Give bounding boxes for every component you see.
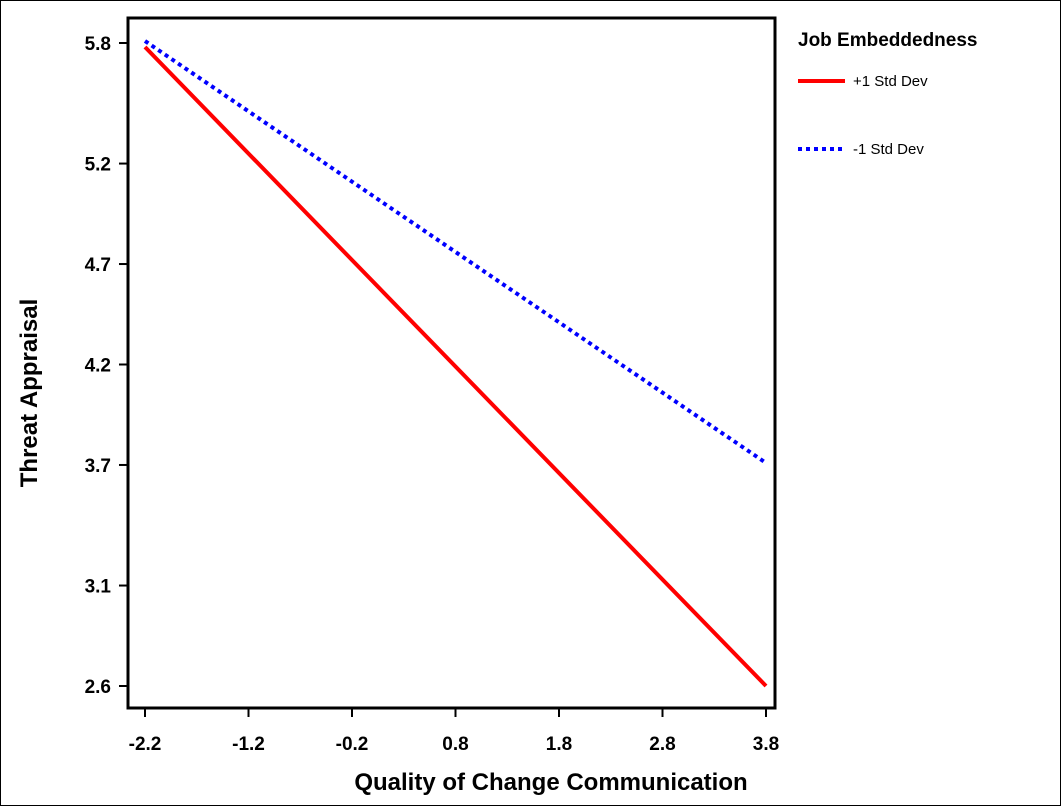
y-tick-label: 3.1 (85, 577, 112, 598)
y-axis-label: Threat Appraisal (16, 299, 43, 488)
y-tick-label: 3.7 (85, 456, 111, 477)
x-axis-label: Quality of Change Communication (354, 769, 747, 796)
y-tick-label: 5.8 (85, 34, 111, 55)
series-line-minus-1-std-dev (143, 39, 768, 465)
x-tick-label: 2.8 (649, 734, 675, 755)
x-tick-label: -1.2 (232, 734, 265, 755)
y-tick-label: 4.2 (85, 356, 111, 377)
y-tick-label: 4.7 (85, 255, 111, 276)
x-tick-label: 1.8 (546, 734, 572, 755)
legend-label: +1 Std Dev (853, 73, 928, 90)
x-tick-label: -0.2 (336, 734, 369, 755)
series-line-plus-1-std-dev (143, 45, 768, 688)
x-tick-label: -2.2 (129, 734, 162, 755)
legend-label: -1 Std Dev (853, 141, 924, 158)
legend-title: Job Embeddedness (798, 30, 978, 51)
y-tick-label: 5.2 (85, 155, 111, 176)
x-tick-label: 3.8 (753, 734, 779, 755)
ticks-layer: -2.2 -1.2 -0.2 0.8 1.8 2.8 3.8 2.6 3.1 3.7 4.2 4.7 5… (85, 34, 780, 755)
legend: Job Embeddedness +1 Std Dev -1 Std Dev (798, 30, 978, 158)
legend-items: +1 Std Dev -1 Std Dev (798, 73, 928, 158)
y-tick-label: 2.6 (85, 677, 111, 698)
plot-area-frame (126, 16, 777, 710)
x-tick-label: 0.8 (442, 734, 468, 755)
series-layer (143, 39, 768, 688)
